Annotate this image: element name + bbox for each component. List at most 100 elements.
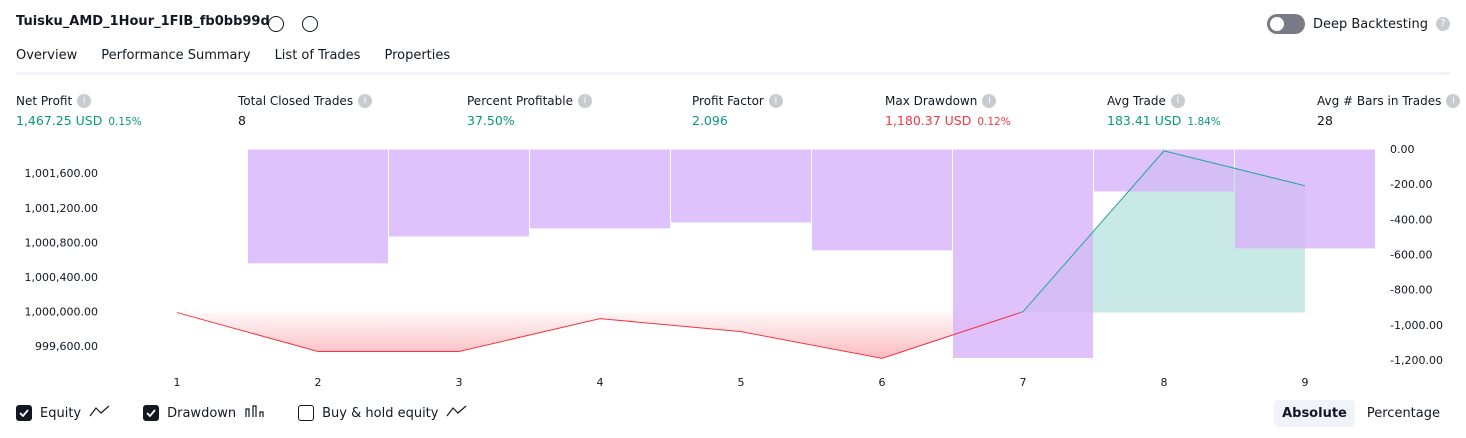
metric-value: 1,180.37 USD — [885, 113, 972, 128]
metric-value-row: 2.096 — [692, 113, 783, 128]
legend-icon — [89, 404, 111, 422]
metric-value-row: 1,180.37 USD 0.12% — [885, 113, 1011, 128]
equity-line — [176, 150, 1306, 359]
checkbox[interactable] — [143, 405, 160, 421]
y2-tick-label: -600.00 — [1390, 249, 1432, 262]
toggle-knob — [1269, 17, 1284, 31]
x-tick-label: 9 — [1302, 376, 1309, 389]
metric: Avg # Bars in Trades i 28 — [1317, 94, 1461, 128]
tab[interactable]: List of Trades — [274, 48, 361, 63]
metric-label: Percent Profitable — [467, 94, 573, 108]
metric-value: 28 — [1317, 113, 1333, 128]
legend-label: Buy & hold equity — [322, 405, 439, 421]
metric-value-row: 37.50% — [467, 113, 592, 128]
drawdown-bar — [389, 149, 529, 237]
metric-label-row: Total Closed Trades i — [238, 94, 373, 108]
metric: Net Profit i 1,467.25 USD 0.15% — [16, 94, 142, 128]
metric-label-row: Avg # Bars in Trades i — [1317, 94, 1461, 108]
y2-tick-label: -1,000.00 — [1390, 319, 1443, 332]
legend-glyph — [447, 405, 467, 417]
legend-glyph — [89, 405, 110, 417]
legend-label: Equity — [40, 405, 82, 421]
drawdown-bar — [1235, 149, 1375, 249]
metric-label-row: Avg Trade i — [1107, 94, 1221, 108]
metric-value-row: 8 — [238, 113, 372, 128]
drawdown-bar — [812, 149, 952, 251]
y2-tick-label: -800.00 — [1390, 284, 1432, 297]
legend-item[interactable]: Equity — [16, 404, 111, 422]
strategy-title: Tuisku_AMD_1Hour_1FIB_fb0bb99d — [16, 14, 270, 29]
toggle-label: Deep Backtesting — [1312, 16, 1428, 32]
tabs: Overview Performance Summary List of Trade… — [16, 48, 450, 75]
y2-tick-label: -400.00 — [1390, 213, 1432, 226]
alert-icon[interactable] — [302, 16, 318, 32]
info-icon[interactable]: i — [1170, 94, 1185, 108]
metric-label: Max Drawdown — [885, 94, 978, 108]
metric-label: Avg Trade — [1107, 94, 1166, 108]
check — [19, 409, 29, 417]
drawdown-bar — [530, 149, 670, 229]
y2-tick-label: -1,200.00 — [1390, 354, 1443, 367]
mode-button[interactable]: Absolute — [1274, 400, 1355, 427]
y2-tick-label: 0.00 — [1390, 143, 1415, 156]
x-tick-label: 2 — [315, 376, 322, 389]
metric-label-row: Max Drawdown i — [885, 94, 1011, 108]
chart: 999,600.00 1,000,000.00 1,000,400.00 1,000,… — [25, 143, 1443, 389]
metric: Max Drawdown i 1,180.37 USD 0.12% — [885, 94, 1011, 128]
y-tick-label: 1,000,000.00 — [25, 306, 98, 319]
metric: Profit Factor i 2.096 — [692, 94, 783, 128]
metric: Percent Profitable i 37.50% — [467, 94, 592, 128]
metric-label: Profit Factor — [692, 94, 764, 108]
x-tick-label: 3 — [456, 376, 463, 389]
y2-tick-label: -200.00 — [1390, 178, 1432, 191]
metric-sub: 0.12% — [977, 116, 1011, 128]
legend-item[interactable]: Drawdown — [143, 404, 266, 422]
x-tick-label: 8 — [1161, 376, 1168, 389]
metric-label-row: Net Profit i — [16, 94, 142, 108]
legend-item[interactable]: Buy & hold equity — [298, 404, 468, 422]
tab[interactable]: Properties — [384, 48, 451, 63]
metric: Total Closed Trades i 8 — [238, 94, 373, 128]
info-icon[interactable]: i — [577, 94, 592, 108]
settings-icon[interactable] — [268, 16, 284, 32]
toggle-switch[interactable] — [1266, 14, 1305, 34]
metric-label-row: Profit Factor i — [692, 94, 783, 108]
checkbox[interactable] — [16, 405, 32, 421]
help-icon[interactable]: ? — [1436, 17, 1450, 31]
legend: Equity Drawdown Buy & hold equity — [16, 404, 468, 422]
info-icon[interactable]: i — [1446, 94, 1461, 108]
metric-label: Total Closed Trades — [238, 94, 354, 108]
info-icon[interactable]: i — [358, 94, 373, 108]
info-icon[interactable]: i — [768, 94, 783, 108]
metric-label: Avg # Bars in Trades — [1317, 94, 1442, 108]
info-icon[interactable]: i — [982, 94, 997, 108]
x-tick-label: 4 — [597, 376, 604, 389]
metric-value-row: 28 — [1317, 113, 1460, 128]
metric-label: Net Profit — [16, 94, 73, 108]
drawdown-bar — [953, 149, 1093, 358]
legend-icon — [244, 404, 266, 422]
x-tick-label: 5 — [738, 376, 745, 389]
check — [146, 409, 156, 417]
modes: Absolute Percentage — [1274, 400, 1448, 427]
metric-sub: 0.15% — [108, 116, 142, 128]
checkbox[interactable] — [298, 405, 315, 421]
y-tick-label: 1,001,600.00 — [25, 167, 98, 180]
metric-value: 37.50% — [467, 113, 515, 128]
x-tick-label: 7 — [1020, 376, 1027, 389]
x-tick-label: 1 — [174, 376, 181, 389]
mode-button[interactable]: Percentage — [1366, 406, 1440, 421]
drawdown-bar — [671, 149, 811, 223]
legend-icon — [446, 404, 468, 422]
metric-value-row: 183.41 USD 1.84% — [1107, 113, 1221, 128]
tab[interactable]: Performance Summary — [101, 48, 251, 63]
metric-value: 8 — [238, 113, 246, 128]
metric: Avg Trade i 183.41 USD 1.84% — [1107, 94, 1221, 128]
y-tick-label: 1,000,400.00 — [25, 271, 98, 284]
deep-backtesting: Deep Backtesting ? — [1266, 14, 1450, 34]
info-icon[interactable]: i — [77, 94, 92, 108]
tab-rule — [16, 72, 1450, 75]
x-tick-label: 6 — [879, 376, 886, 389]
drawdown-bar — [248, 149, 388, 264]
